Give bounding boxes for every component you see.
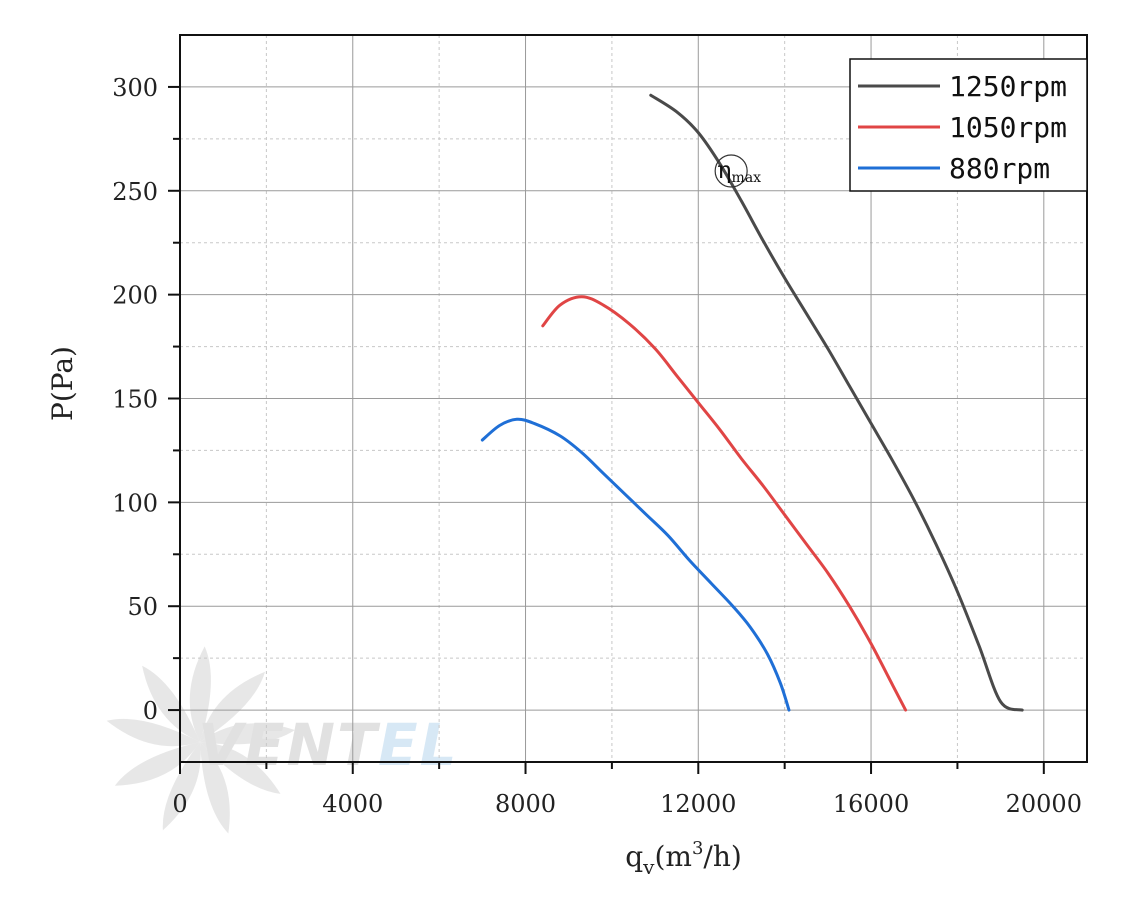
eta-max-label: ηmax bbox=[717, 156, 761, 186]
x-tick-label: 20000 bbox=[1006, 790, 1082, 818]
fan-blade bbox=[162, 742, 201, 831]
fan-blade bbox=[200, 723, 295, 745]
series-line-880rpm bbox=[480, 417, 791, 712]
fan-blade bbox=[189, 646, 211, 742]
x-tick-label: 12000 bbox=[660, 790, 736, 818]
x-axis-title-sup: 3 bbox=[692, 838, 703, 859]
eta-max-symbol: η bbox=[717, 156, 731, 184]
x-tick-label: 8000 bbox=[495, 790, 556, 818]
legend-label-880rpm: 880rpm bbox=[949, 152, 1050, 185]
grid bbox=[180, 35, 1087, 762]
x-tick-label: 4000 bbox=[322, 790, 383, 818]
legend-label-1250rpm: 1250rpm bbox=[949, 70, 1067, 103]
y-tick-label: 100 bbox=[112, 489, 158, 517]
legend-label-1050rpm: 1050rpm bbox=[949, 111, 1067, 144]
y-tick-label: 50 bbox=[127, 593, 158, 621]
x-axis-title-base: q bbox=[625, 840, 643, 873]
annotation-layer: ηmax bbox=[714, 154, 761, 188]
fan-blade bbox=[200, 671, 266, 742]
y-tick-label: 0 bbox=[143, 697, 158, 725]
watermark-logo: VENT EL bbox=[106, 646, 459, 834]
x-axis-title-sub: v bbox=[642, 855, 655, 879]
fan-blade bbox=[106, 718, 200, 747]
fan-blade bbox=[142, 665, 200, 742]
y-tick-label: 200 bbox=[112, 282, 158, 310]
y-tick-label: 300 bbox=[112, 74, 158, 102]
x-tick-label: 0 bbox=[172, 790, 187, 818]
watermark-text-accent: EL bbox=[378, 711, 459, 779]
y-axis-title: P(Pa) bbox=[46, 346, 79, 421]
series-line-1050rpm bbox=[541, 295, 908, 712]
tick-labels: 0 4000 8000 12000 16000 20000 0 50 100 150 200 250 3… bbox=[112, 74, 1082, 818]
x-axis-title-close: /h) bbox=[703, 840, 741, 873]
fan-blade bbox=[200, 742, 281, 794]
y-tick-label: 250 bbox=[112, 178, 158, 206]
eta-max-marker bbox=[714, 154, 748, 188]
x-axis-title: qv(m3/h) bbox=[625, 838, 742, 879]
x-tick-label: 16000 bbox=[833, 790, 909, 818]
eta-max-sub: max bbox=[732, 170, 762, 186]
axis-ticks bbox=[168, 85, 1045, 774]
y-tick-label: 150 bbox=[112, 386, 158, 414]
legend: 1250rpm 1050rpm 880rpm bbox=[849, 58, 1088, 192]
x-axis-title-open: (m bbox=[654, 840, 691, 873]
fan-blade bbox=[114, 741, 200, 786]
watermark-text-main: VENT bbox=[198, 711, 381, 779]
fan-blade bbox=[200, 742, 230, 834]
